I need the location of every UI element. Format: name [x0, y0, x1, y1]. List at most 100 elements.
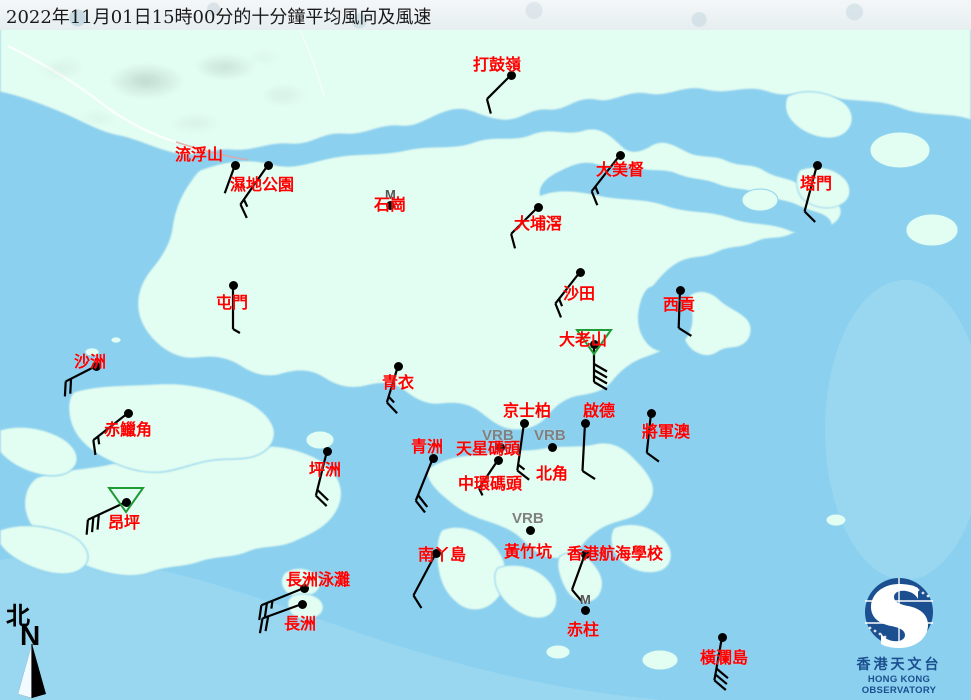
variable-wind-label: VRB: [534, 427, 566, 444]
station-dot: [385, 200, 395, 210]
monitoring-flag-label: M: [580, 592, 591, 607]
station-name-label: 南丫島: [418, 545, 467, 564]
station-dot: [322, 446, 332, 456]
station-dot: [533, 202, 543, 212]
station-dot: [717, 632, 727, 642]
hko-logo-mark: [865, 578, 933, 648]
station-dot: [123, 408, 133, 418]
wind-barb: [314, 450, 329, 507]
wind-barb: [85, 501, 127, 535]
station-name-label: 青衣: [382, 373, 415, 392]
wind-barb: [592, 344, 608, 391]
station-name-label: 天星碼頭: [456, 439, 521, 458]
station-dot: [812, 160, 822, 170]
station-name-label: 香港航海學校: [567, 544, 664, 563]
station-dot: [615, 150, 625, 160]
station-dot: [393, 361, 403, 371]
wind-barb: [803, 164, 819, 223]
north-arrow: 北 N: [6, 598, 64, 698]
station-name-label: 橫瀾島: [700, 648, 749, 667]
wind-barb: [63, 365, 97, 397]
station-dot: [646, 408, 656, 418]
station-dot: [575, 267, 585, 277]
station-dot: [675, 285, 685, 295]
station-dot: [525, 525, 535, 535]
variable-wind-label: VRB: [512, 510, 544, 527]
station-name-label: 塔門: [800, 174, 833, 193]
station-name-label: 沙田: [563, 284, 596, 303]
title-bar-texture: [0, 0, 971, 30]
station-dot: [431, 548, 441, 558]
station-name-label: 濕地公園: [230, 175, 295, 194]
wind-barb: [581, 422, 596, 481]
station-name-label: 大美督: [596, 160, 645, 179]
page-title: 2022年11月01日15時00分的十分鐘平均風向及風速: [6, 7, 432, 28]
wind-barb: [570, 553, 587, 602]
station-dot: [589, 339, 599, 349]
station-name-label: 赤柱: [567, 620, 600, 639]
station-dot: [580, 549, 590, 559]
wind-barb: [412, 552, 437, 609]
north-arrow-glyph: [18, 644, 46, 698]
wind-barb: [239, 164, 269, 219]
station-dot: [580, 605, 590, 615]
wind-barb: [677, 289, 692, 337]
station-dot: [297, 599, 307, 609]
wind-barb: [485, 74, 512, 114]
wind-barb: [510, 206, 539, 249]
station-name-label: 大老山: [559, 330, 608, 349]
station-dot: [519, 418, 529, 428]
wind-barb: [385, 365, 400, 415]
station-name-label: 西貢: [663, 295, 696, 314]
station-dot: [493, 455, 503, 465]
station-name-label: 打鼓嶺: [473, 55, 522, 74]
wind-barb: [231, 285, 241, 334]
station-name-label: 流浮山: [175, 145, 224, 164]
station-dot: [428, 453, 438, 463]
wind-barb: [516, 422, 530, 481]
station-name-label: 石崗: [374, 195, 407, 214]
station-name-label: 大埔滘: [514, 214, 563, 233]
north-label-cn: 北: [6, 601, 30, 630]
station-name-label: 啟德: [583, 401, 616, 420]
station-dot: [263, 160, 273, 170]
hko-logo: 香港天文台 HONG KONG OBSERVATORY: [833, 576, 965, 696]
hko-logo-text-cn: 香港天文台: [856, 657, 942, 673]
station-dot: [91, 361, 101, 371]
wind-barb: [223, 164, 237, 194]
station-name-label: 將軍澳: [642, 422, 691, 441]
wind-barb: [713, 636, 729, 691]
title-bar: 2022年11月01日15時00分的十分鐘平均風向及風速: [0, 0, 971, 30]
station-dot: [495, 442, 505, 452]
gale-warning-triangle: [107, 487, 145, 514]
station-name-label: 中環碼頭: [458, 474, 523, 493]
station-name-label: 沙洲: [74, 352, 107, 371]
station-dot: [121, 497, 131, 507]
station-dot: [228, 280, 238, 290]
station-name-label: 京士柏: [503, 401, 552, 420]
wind-barb: [554, 271, 581, 318]
station-name-label: 北角: [536, 464, 569, 483]
station-name-label: 昂坪: [108, 513, 141, 532]
wind-barb: [477, 459, 499, 496]
variable-wind-label: VRB: [482, 427, 514, 444]
station-name-label: 長洲: [284, 614, 317, 633]
station-name-label: 赤鱲角: [104, 420, 153, 439]
wind-barb: [414, 457, 435, 514]
station-name-label: 青洲: [411, 437, 444, 456]
gale-warning-triangle: [575, 329, 613, 356]
station-dot: [299, 583, 309, 593]
station-name-label: 屯門: [216, 293, 249, 312]
station-dot: [547, 442, 557, 452]
station-name-label: 長洲泳灘: [286, 570, 351, 589]
station-dot: [580, 418, 590, 428]
station-dot: [506, 70, 516, 80]
monitoring-flag-label: M: [385, 187, 396, 202]
wind-barb: [258, 586, 305, 621]
wind-barb: [92, 412, 129, 456]
wind-barb: [258, 602, 303, 634]
station-name-label: 黃竹坑: [504, 542, 553, 561]
north-label-en: N: [20, 620, 41, 651]
